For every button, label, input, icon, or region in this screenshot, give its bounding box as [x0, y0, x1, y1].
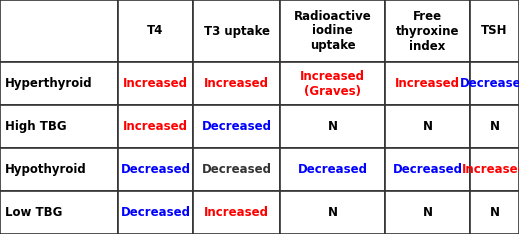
Text: Decreased: Decreased — [201, 163, 271, 176]
Text: TSH: TSH — [481, 25, 508, 37]
Text: N: N — [327, 206, 337, 219]
Bar — [280, 105, 385, 148]
Bar — [193, 191, 280, 234]
Bar — [118, 148, 193, 191]
Bar — [118, 105, 193, 148]
Text: Decreased: Decreased — [392, 163, 462, 176]
Text: Free
thyroxine
index: Free thyroxine index — [396, 10, 459, 52]
Text: Increased: Increased — [395, 77, 460, 90]
Text: Low TBG: Low TBG — [5, 206, 62, 219]
Text: T4: T4 — [147, 25, 163, 37]
Text: N: N — [327, 120, 337, 133]
Text: N: N — [489, 206, 499, 219]
Bar — [0, 148, 118, 191]
Bar — [193, 0, 280, 62]
Bar — [118, 62, 193, 105]
Bar — [470, 0, 519, 62]
Bar — [118, 0, 193, 62]
Bar — [280, 148, 385, 191]
Text: Increased: Increased — [123, 77, 188, 90]
Text: N: N — [489, 120, 499, 133]
Text: N: N — [422, 120, 432, 133]
Text: Increased: Increased — [204, 77, 269, 90]
Text: Hyperthyroid: Hyperthyroid — [5, 77, 92, 90]
Bar — [0, 0, 118, 62]
Text: T3 uptake: T3 uptake — [203, 25, 269, 37]
Bar — [280, 62, 385, 105]
Bar — [385, 0, 470, 62]
Text: N: N — [422, 206, 432, 219]
Bar — [385, 62, 470, 105]
Bar — [280, 191, 385, 234]
Text: Increased: Increased — [123, 120, 188, 133]
Text: Increased: Increased — [462, 163, 519, 176]
Bar — [470, 148, 519, 191]
Bar — [470, 191, 519, 234]
Text: High TBG: High TBG — [5, 120, 66, 133]
Text: Radioactive
iodine
uptake: Radioactive iodine uptake — [294, 10, 372, 52]
Bar — [118, 191, 193, 234]
Bar — [0, 105, 118, 148]
Text: Decreased: Decreased — [459, 77, 519, 90]
Bar — [470, 105, 519, 148]
Bar — [280, 0, 385, 62]
Bar — [0, 191, 118, 234]
Bar — [385, 105, 470, 148]
Text: Increased: Increased — [204, 206, 269, 219]
Bar — [193, 148, 280, 191]
Text: Decreased: Decreased — [120, 206, 190, 219]
Bar — [193, 105, 280, 148]
Text: Increased
(Graves): Increased (Graves) — [300, 69, 365, 98]
Bar — [385, 148, 470, 191]
Text: Hypothyroid: Hypothyroid — [5, 163, 87, 176]
Bar — [385, 191, 470, 234]
Bar — [470, 62, 519, 105]
Bar — [193, 62, 280, 105]
Bar — [0, 62, 118, 105]
Text: Decreased: Decreased — [120, 163, 190, 176]
Text: Decreased: Decreased — [297, 163, 367, 176]
Text: Decreased: Decreased — [201, 120, 271, 133]
